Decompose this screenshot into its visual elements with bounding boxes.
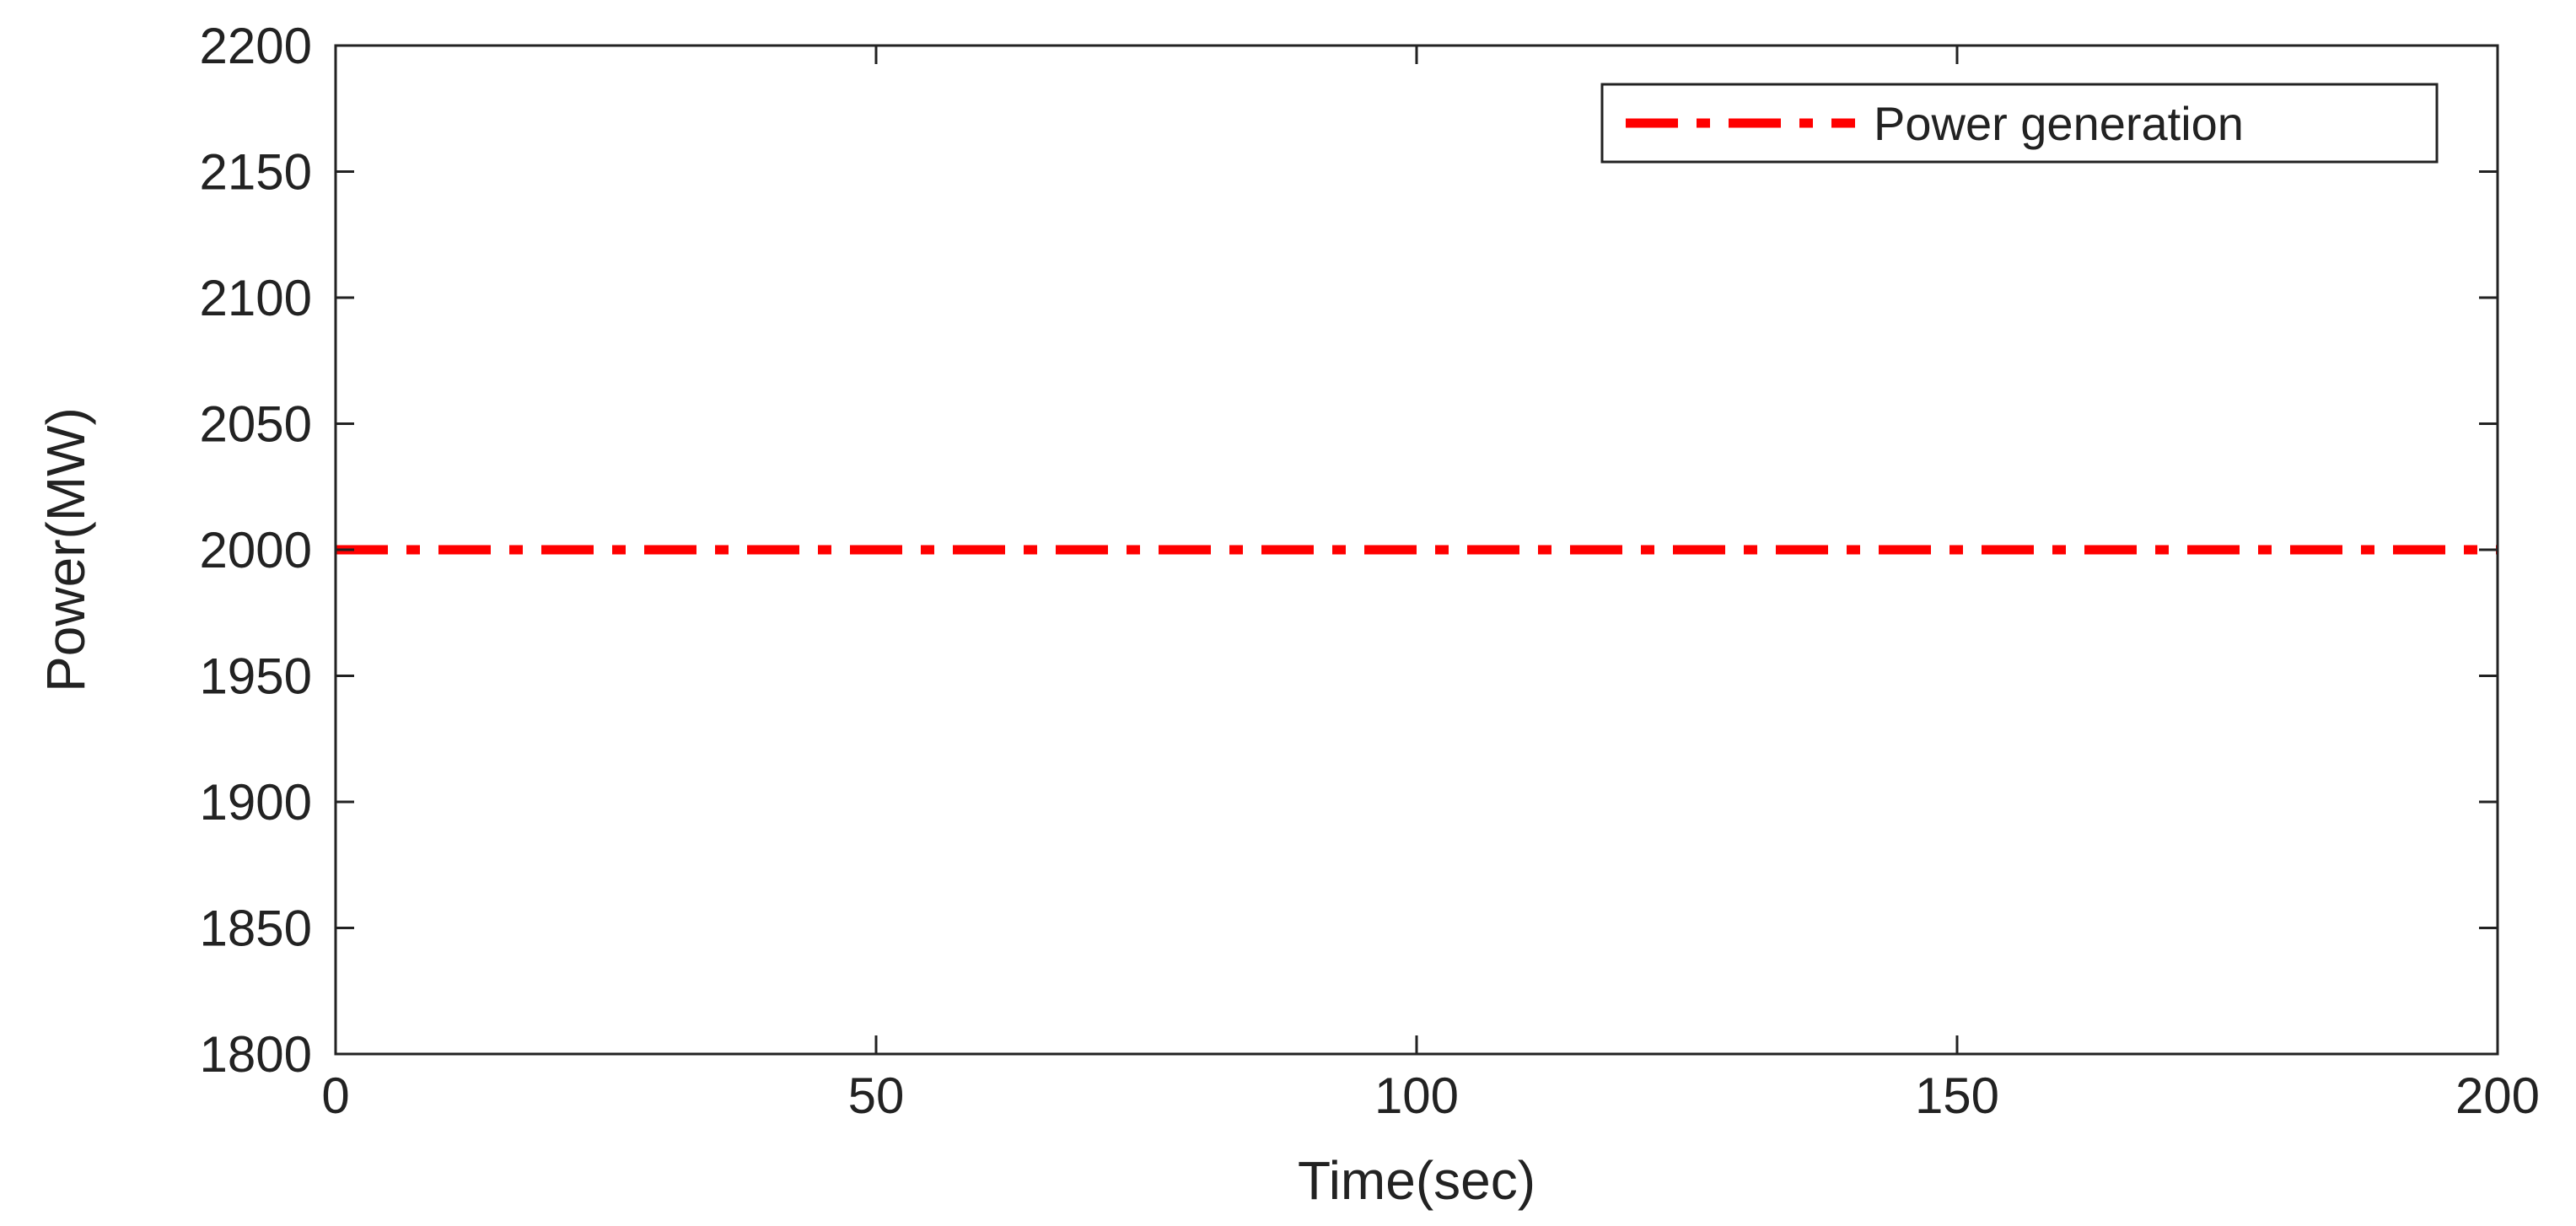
- y-tick-label: 2200: [200, 18, 312, 74]
- x-tick-label: 0: [321, 1067, 349, 1124]
- y-tick-label: 2150: [200, 144, 312, 201]
- x-tick-label: 100: [1374, 1067, 1459, 1124]
- x-tick-label: 200: [2455, 1067, 2540, 1124]
- y-tick-label: 1800: [200, 1026, 312, 1083]
- y-tick-label: 2050: [200, 396, 312, 453]
- y-tick-label: 1950: [200, 648, 312, 705]
- x-axis-title: Time(sec): [1298, 1150, 1535, 1211]
- y-tick-label: 1900: [200, 774, 312, 831]
- x-tick-label: 50: [848, 1067, 905, 1124]
- x-tick-label: 150: [1915, 1067, 1999, 1124]
- y-axis: 1800 1850 1900 1950 2000 2050 2100 2150 2200: [200, 18, 2498, 1083]
- legend-label: Power generation: [1874, 97, 2244, 150]
- x-axis: 0 50 100 150 200: [321, 46, 2540, 1124]
- y-tick-label: 1850: [200, 901, 312, 957]
- y-tick-label: 2000: [200, 522, 312, 578]
- legend: Power generation: [1600, 83, 2439, 164]
- y-axis-title: Power(MW): [35, 407, 96, 692]
- y-tick-label: 2100: [200, 270, 312, 326]
